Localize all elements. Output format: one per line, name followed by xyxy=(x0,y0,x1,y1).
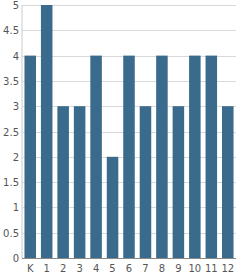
x-tick-label: 2 xyxy=(60,263,66,274)
x-tick-label: 6 xyxy=(126,263,132,274)
bar xyxy=(156,56,168,258)
x-tick-label: 10 xyxy=(188,263,201,274)
grid-line xyxy=(22,30,236,31)
bar xyxy=(74,106,86,258)
bar xyxy=(57,106,69,258)
x-tick-label: 11 xyxy=(205,263,218,274)
x-axis-line xyxy=(22,258,236,259)
y-tick-label: 4.5 xyxy=(3,25,19,36)
y-tick-label: 3 xyxy=(13,101,19,112)
y-tick-label: 0 xyxy=(13,253,19,264)
x-tick-label: 8 xyxy=(159,263,165,274)
y-tick-label: 4 xyxy=(13,51,19,62)
y-tick-label: 0.5 xyxy=(3,228,19,239)
bar xyxy=(189,56,201,258)
x-tick-label: 5 xyxy=(109,263,115,274)
y-axis-line xyxy=(22,5,23,258)
bar xyxy=(206,56,218,258)
x-tick-label: 1 xyxy=(44,263,50,274)
x-tick-label: K xyxy=(27,263,34,274)
x-tick-label: 12 xyxy=(221,263,234,274)
bar xyxy=(140,106,152,258)
y-tick-label: 1.5 xyxy=(3,177,19,188)
bar xyxy=(107,157,119,258)
y-tick-label: 1 xyxy=(13,202,19,213)
y-tick-label: 2.5 xyxy=(3,127,19,138)
bars xyxy=(24,5,233,258)
y-tick-label: 5 xyxy=(13,0,19,11)
grid-line xyxy=(22,5,236,6)
y-tick-label: 2 xyxy=(13,152,19,163)
x-tick-label: 9 xyxy=(175,263,181,274)
x-tick-label: 3 xyxy=(76,263,82,274)
bar xyxy=(41,5,53,258)
bar xyxy=(123,56,135,258)
y-tick-label: 3.5 xyxy=(3,76,19,87)
chart: 00.511.522.533.544.55K123456789101112 xyxy=(0,0,240,277)
x-tick-label: 7 xyxy=(142,263,148,274)
grid-line xyxy=(22,258,236,259)
bar xyxy=(173,106,185,258)
bar xyxy=(222,106,234,258)
bar xyxy=(24,56,36,258)
x-tick-label: 4 xyxy=(93,263,99,274)
bar xyxy=(90,56,102,258)
